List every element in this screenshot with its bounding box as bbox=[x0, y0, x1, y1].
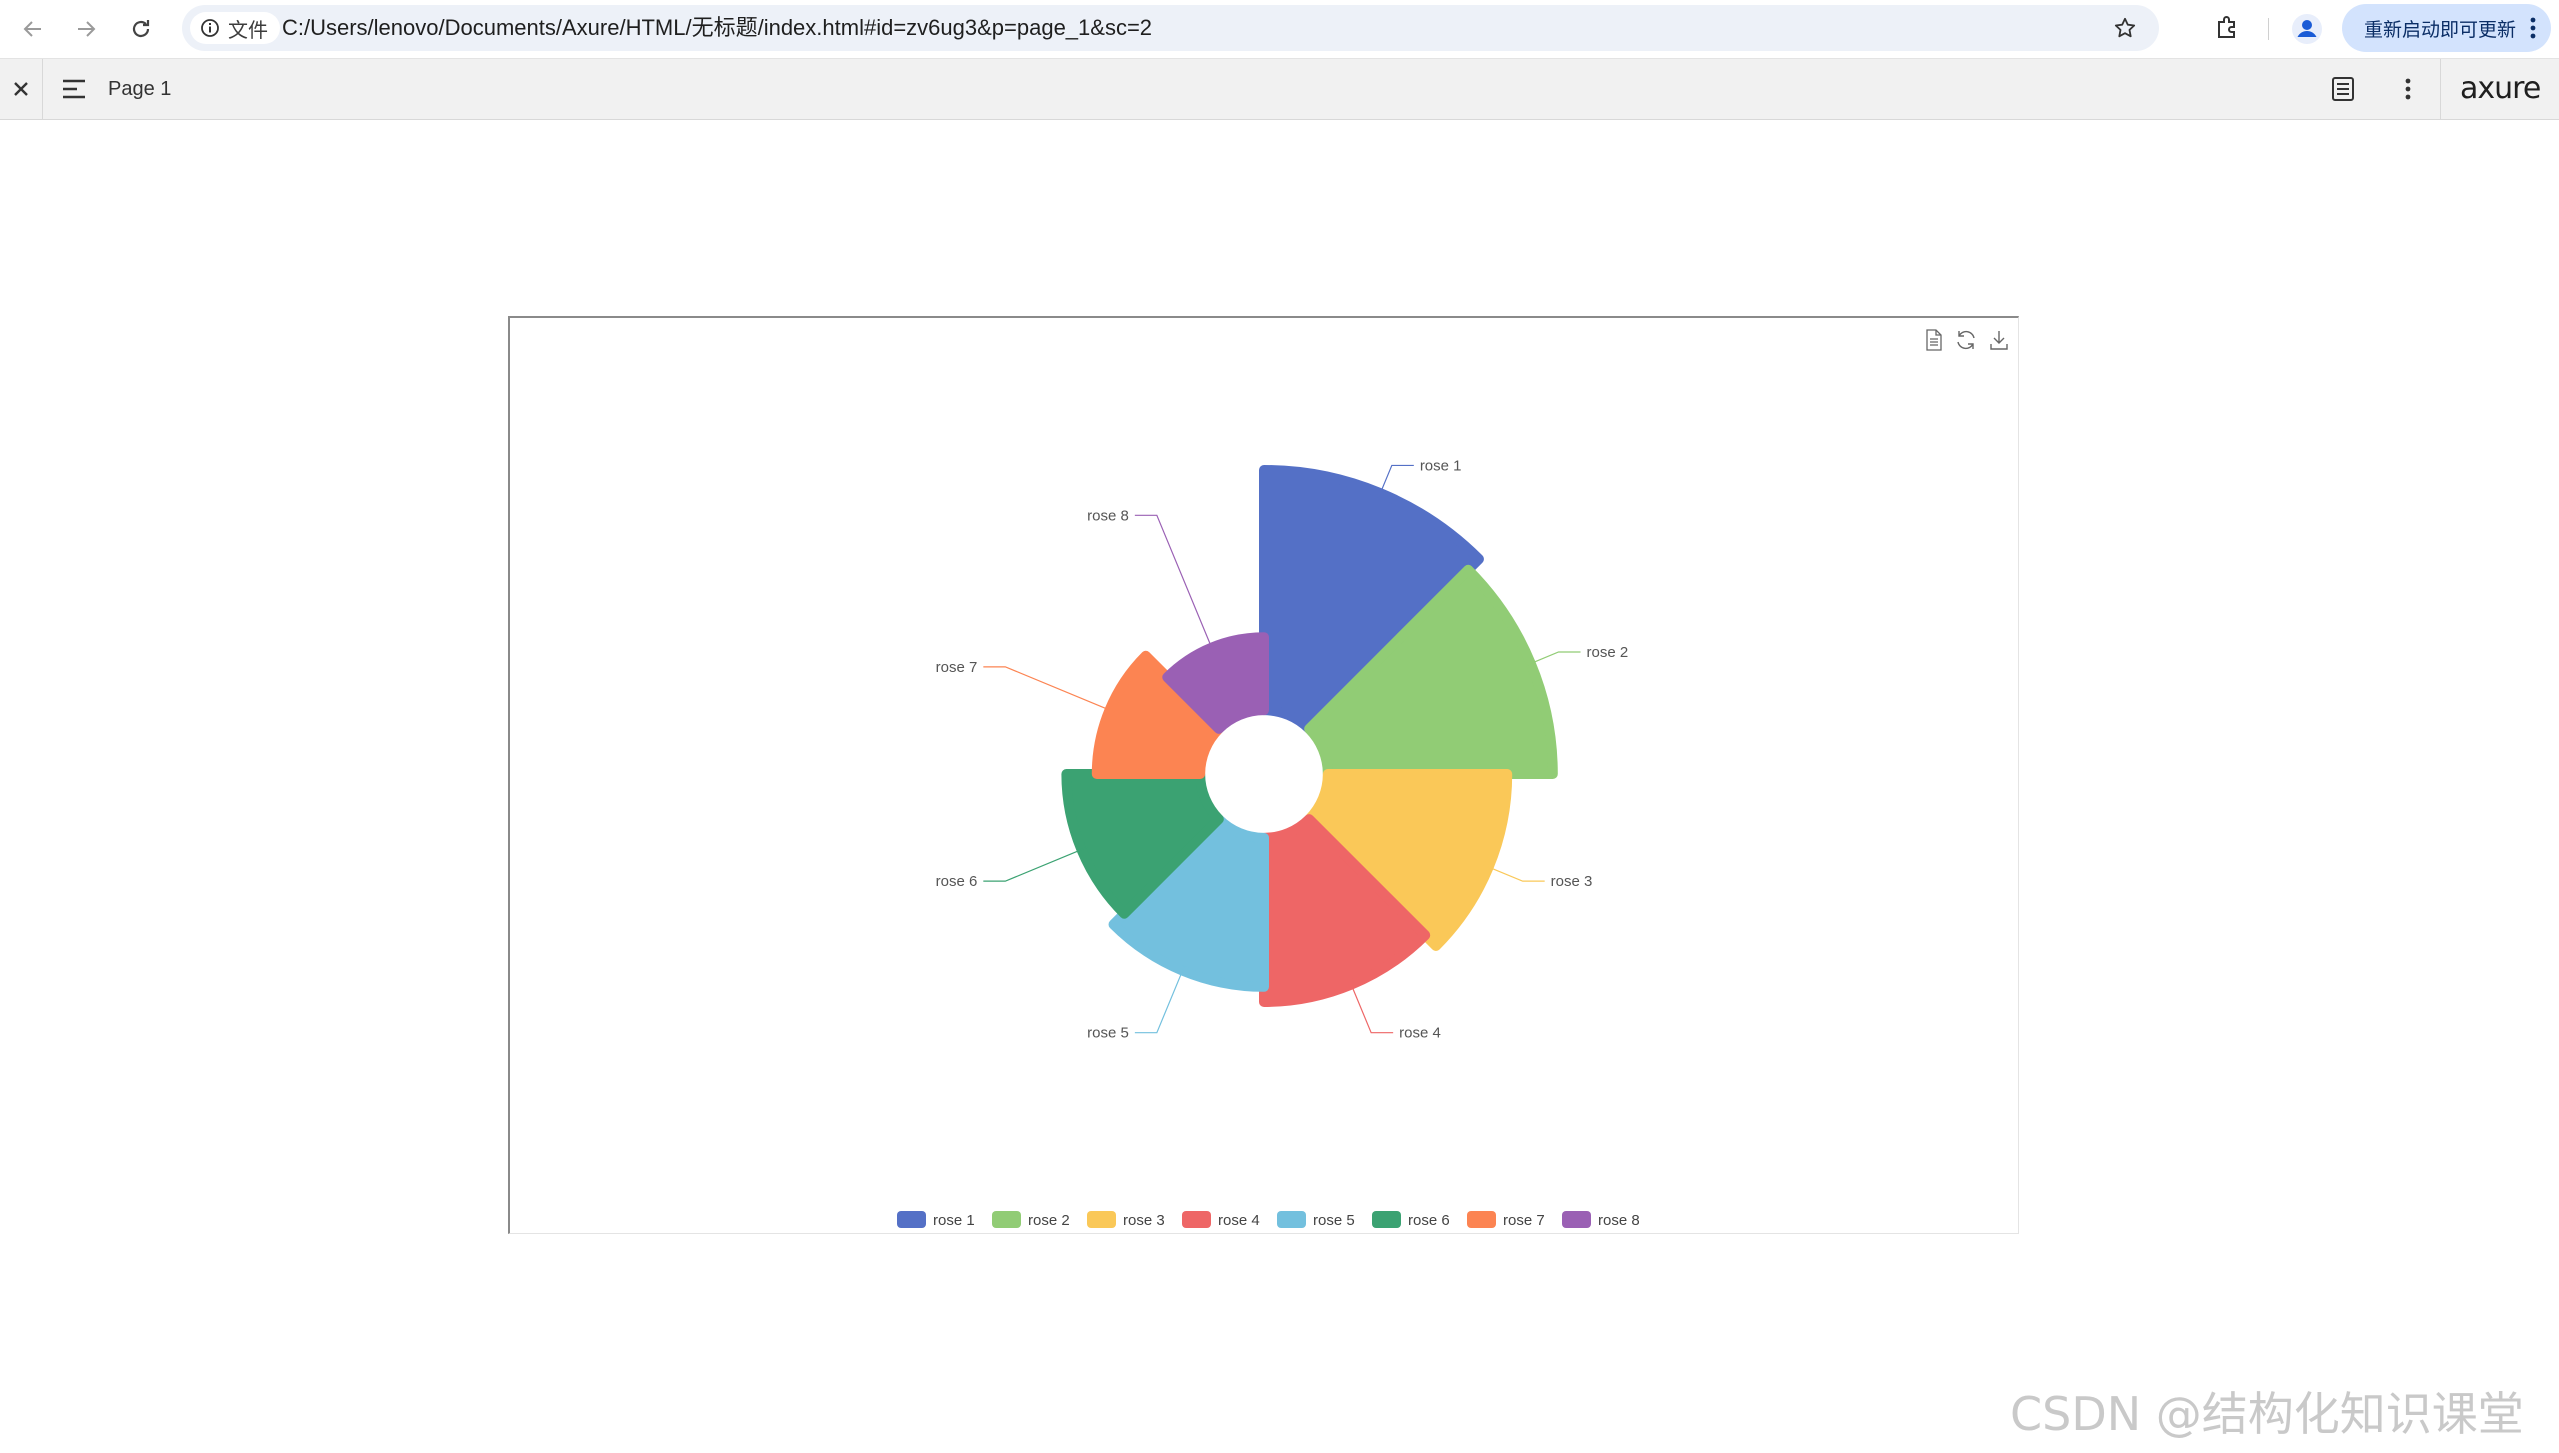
rose-slice[interactable] bbox=[1091, 650, 1224, 779]
label-leader-line bbox=[1134, 964, 1186, 1034]
kebab-menu-icon bbox=[2530, 17, 2536, 39]
rose-slice[interactable] bbox=[1259, 465, 1484, 734]
slice-label: rose 7 bbox=[936, 659, 978, 676]
watermark: CSDN @结构化知识课堂 bbox=[2010, 1387, 2524, 1441]
rose-slice[interactable] bbox=[1304, 564, 1558, 779]
slice-label: rose 4 bbox=[1399, 1025, 1441, 1042]
slice-label: rose 8 bbox=[1087, 507, 1129, 524]
rose-slice[interactable] bbox=[1061, 769, 1224, 919]
toolbar-separator bbox=[2268, 18, 2269, 40]
legend-label[interactable]: rose 3 bbox=[1123, 1212, 1165, 1229]
page-title[interactable]: Page 1 bbox=[108, 78, 172, 100]
address-bar[interactable]: 文件 C:/Users/lenovo/Documents/Axure/HTML/… bbox=[182, 5, 2159, 51]
legend-label[interactable]: rose 5 bbox=[1313, 1212, 1355, 1229]
chart-container: rose 1 rose 2 rose 3 rose 4 rose 5 rose 6 rose… bbox=[508, 316, 2019, 1234]
close-icon[interactable] bbox=[8, 76, 34, 102]
restore-icon[interactable] bbox=[1957, 330, 1975, 350]
label-leader-line bbox=[1134, 514, 1215, 654]
save-image-icon[interactable] bbox=[1990, 331, 2008, 350]
site-info-chip[interactable]: 文件 bbox=[190, 12, 280, 44]
legend-swatch[interactable] bbox=[1467, 1211, 1496, 1228]
more-options-icon[interactable] bbox=[2398, 75, 2418, 103]
legend-swatch[interactable] bbox=[992, 1211, 1021, 1228]
profile-icon[interactable] bbox=[2290, 12, 2324, 46]
rose-slice[interactable] bbox=[1108, 814, 1269, 992]
legend-label[interactable]: rose 1 bbox=[933, 1212, 975, 1229]
data-view-icon[interactable] bbox=[1926, 329, 1942, 351]
rose-chart: rose 1 rose 2 rose 3 rose 4 rose 5 rose 6 rose… bbox=[897, 329, 2008, 1229]
slice-label: rose 3 bbox=[1551, 873, 1593, 890]
legend-swatch[interactable] bbox=[1562, 1211, 1591, 1228]
notes-icon[interactable] bbox=[2330, 75, 2356, 103]
legend-swatch[interactable] bbox=[897, 1211, 926, 1228]
slice-label: rose 2 bbox=[1587, 644, 1629, 661]
url-text[interactable]: C:/Users/lenovo/Documents/Axure/HTML/无标题… bbox=[282, 15, 1153, 40]
label-leader-line bbox=[1482, 864, 1545, 882]
star-icon[interactable] bbox=[2113, 16, 2137, 40]
label-leader-line bbox=[983, 846, 1088, 882]
info-icon bbox=[201, 19, 219, 37]
axure-toolbar: Page 1 axure bbox=[0, 59, 2559, 120]
rose-slice[interactable] bbox=[1304, 769, 1513, 951]
rose-slice[interactable] bbox=[1162, 632, 1269, 734]
label-leader-line bbox=[1348, 978, 1394, 1034]
legend-swatch[interactable] bbox=[1087, 1211, 1116, 1228]
label-leader-line bbox=[1377, 464, 1414, 499]
legend-swatch[interactable] bbox=[1182, 1211, 1211, 1228]
forward-arrow-icon[interactable] bbox=[71, 14, 101, 44]
legend-label[interactable]: rose 6 bbox=[1408, 1212, 1450, 1229]
axure-logo: axure bbox=[2460, 71, 2541, 106]
legend-swatch[interactable] bbox=[1277, 1211, 1306, 1228]
back-arrow-icon[interactable] bbox=[18, 14, 48, 44]
hamburger-menu-icon[interactable] bbox=[60, 76, 88, 102]
browser-toolbar: 文件 C:/Users/lenovo/Documents/Axure/HTML/… bbox=[0, 0, 2559, 59]
legend-label[interactable]: rose 4 bbox=[1218, 1212, 1260, 1229]
site-info-label: 文件 bbox=[228, 19, 268, 42]
toolbar-divider bbox=[2440, 59, 2441, 119]
label-leader-line bbox=[1525, 651, 1581, 667]
update-button-label: 重新启动即可更新 bbox=[2364, 19, 2517, 41]
toolbar-divider bbox=[42, 59, 43, 119]
rose-slice[interactable] bbox=[1259, 814, 1431, 1007]
legend-swatch[interactable] bbox=[1372, 1211, 1401, 1228]
relaunch-update-button[interactable]: 重新启动即可更新 bbox=[2342, 4, 2551, 52]
legend-label[interactable]: rose 7 bbox=[1503, 1212, 1545, 1229]
reload-icon[interactable] bbox=[126, 14, 156, 44]
legend-label[interactable]: rose 2 bbox=[1028, 1212, 1070, 1229]
slice-label: rose 6 bbox=[936, 873, 978, 890]
legend-label[interactable]: rose 8 bbox=[1598, 1212, 1640, 1229]
slice-label: rose 5 bbox=[1087, 1025, 1129, 1042]
label-leader-line bbox=[983, 666, 1116, 713]
slice-label: rose 1 bbox=[1420, 457, 1462, 474]
extensions-icon[interactable] bbox=[2212, 13, 2242, 43]
